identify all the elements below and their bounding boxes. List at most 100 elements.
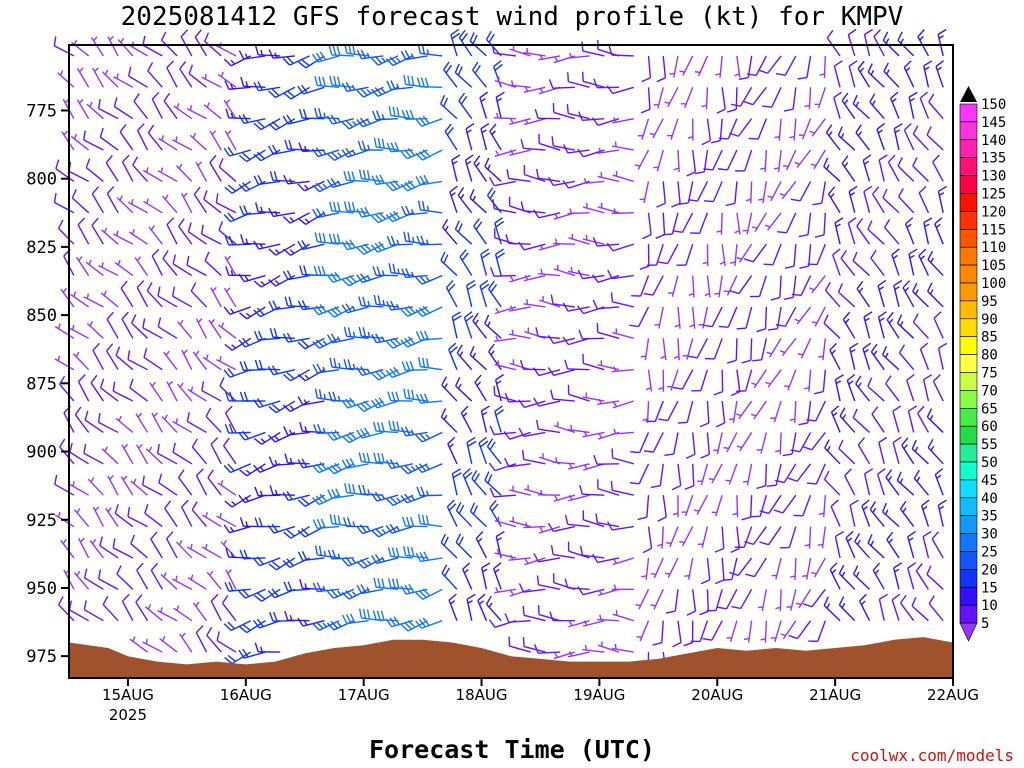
- wind-barb: [725, 463, 738, 485]
- wind-barb: [825, 124, 841, 151]
- barb-half-feather: [190, 543, 193, 550]
- wind-barb: [456, 344, 473, 371]
- barb-half-feather: [322, 340, 328, 346]
- barb-shaft: [784, 55, 797, 76]
- barb-half-feather: [916, 476, 921, 482]
- barb-feather: [334, 306, 342, 314]
- barb-feather: [374, 398, 382, 407]
- barb-shaft: [721, 526, 725, 549]
- barb-feather: [318, 545, 322, 556]
- wind-barb: [730, 369, 741, 397]
- barb-half-feather: [789, 135, 795, 139]
- barb-half-feather: [650, 573, 657, 576]
- barb-feather: [422, 149, 431, 157]
- colorbar-cell: [959, 300, 978, 320]
- barb-feather: [547, 522, 554, 532]
- wind-barb: [803, 369, 812, 392]
- wind-barb: [779, 337, 797, 357]
- barb-feather: [356, 525, 364, 534]
- wind-barb: [489, 487, 516, 498]
- barb-feather: [299, 265, 304, 275]
- wind-barb: [730, 244, 738, 267]
- barb-shaft: [165, 538, 178, 559]
- barb-feather: [115, 346, 121, 356]
- barb-half-feather: [914, 289, 919, 295]
- barb-half-feather: [478, 600, 484, 605]
- barb-feather: [227, 463, 235, 472]
- barb-feather: [401, 361, 407, 371]
- barb-half-feather: [819, 73, 825, 76]
- barb-feather: [454, 220, 460, 230]
- barb-feather: [469, 189, 475, 199]
- wind-barb: [699, 589, 710, 616]
- barb-feather: [99, 378, 105, 388]
- wind-barb: [840, 249, 856, 276]
- barb-feather: [356, 119, 364, 128]
- barb-feather: [91, 186, 100, 195]
- barb-shaft: [83, 609, 104, 622]
- wind-barb: [597, 614, 620, 622]
- barb-shaft: [85, 167, 104, 182]
- colorbar-label: 95: [981, 294, 998, 310]
- barb-shaft: [811, 588, 826, 608]
- barb-feather: [535, 327, 539, 337]
- wind-barb: [474, 374, 488, 402]
- wind-barb: [120, 280, 134, 308]
- wind-barb: [708, 463, 723, 484]
- wind-barb: [356, 243, 384, 255]
- barb-feather: [282, 57, 291, 66]
- barb-feather: [756, 328, 766, 333]
- barb-feather: [83, 600, 87, 610]
- wind-barb: [187, 386, 207, 402]
- barb-half-feather: [381, 528, 387, 534]
- wind-barb: [824, 281, 841, 308]
- barb-feather: [806, 418, 816, 422]
- wind-barb: [469, 345, 487, 371]
- wind-barb: [200, 224, 222, 245]
- wind-barb: [658, 243, 679, 265]
- barb-half-feather: [539, 244, 544, 250]
- barb-feather: [203, 190, 208, 200]
- barb-feather: [446, 499, 455, 508]
- barb-feather: [738, 76, 749, 80]
- barb-half-feather: [176, 103, 180, 109]
- wind-barb: [312, 208, 340, 219]
- barb-feather: [656, 77, 666, 83]
- barb-half-feather: [304, 426, 308, 432]
- barb-feather: [59, 375, 66, 385]
- barb-feather: [227, 146, 234, 156]
- barb-half-feather: [583, 620, 588, 626]
- wind-barb: [494, 516, 517, 528]
- wind-barb: [341, 274, 369, 287]
- wind-barb: [253, 330, 281, 341]
- barb-half-feather: [841, 571, 846, 577]
- barb-shaft: [68, 170, 89, 183]
- barb-feather: [768, 327, 778, 331]
- barb-feather: [703, 168, 713, 171]
- wind-barb: [751, 212, 767, 233]
- barb-feather: [357, 140, 362, 151]
- barb-shaft: [745, 306, 753, 329]
- barb-feather: [729, 132, 739, 137]
- barb-feather: [448, 342, 457, 350]
- barb-feather: [775, 72, 786, 76]
- wind-barb: [160, 572, 178, 590]
- barb-half-feather: [62, 287, 67, 293]
- barb-half-feather: [153, 412, 158, 418]
- barb-shaft: [172, 295, 193, 308]
- barb-feather: [312, 519, 318, 529]
- wind-barb: [734, 212, 741, 235]
- wind-barb: [607, 521, 634, 531]
- barb-feather: [194, 29, 202, 38]
- wind-barb: [327, 149, 355, 161]
- barb-feather: [678, 202, 689, 205]
- barb-feather: [157, 317, 162, 327]
- barb-shaft: [799, 432, 812, 453]
- barb-half-feather: [614, 141, 617, 147]
- barb-shaft: [494, 208, 517, 214]
- barb-feather: [859, 593, 867, 602]
- barb-shaft: [852, 260, 870, 277]
- barb-feather: [474, 64, 481, 74]
- wind-barb: [101, 446, 119, 465]
- barb-half-feather: [496, 537, 503, 542]
